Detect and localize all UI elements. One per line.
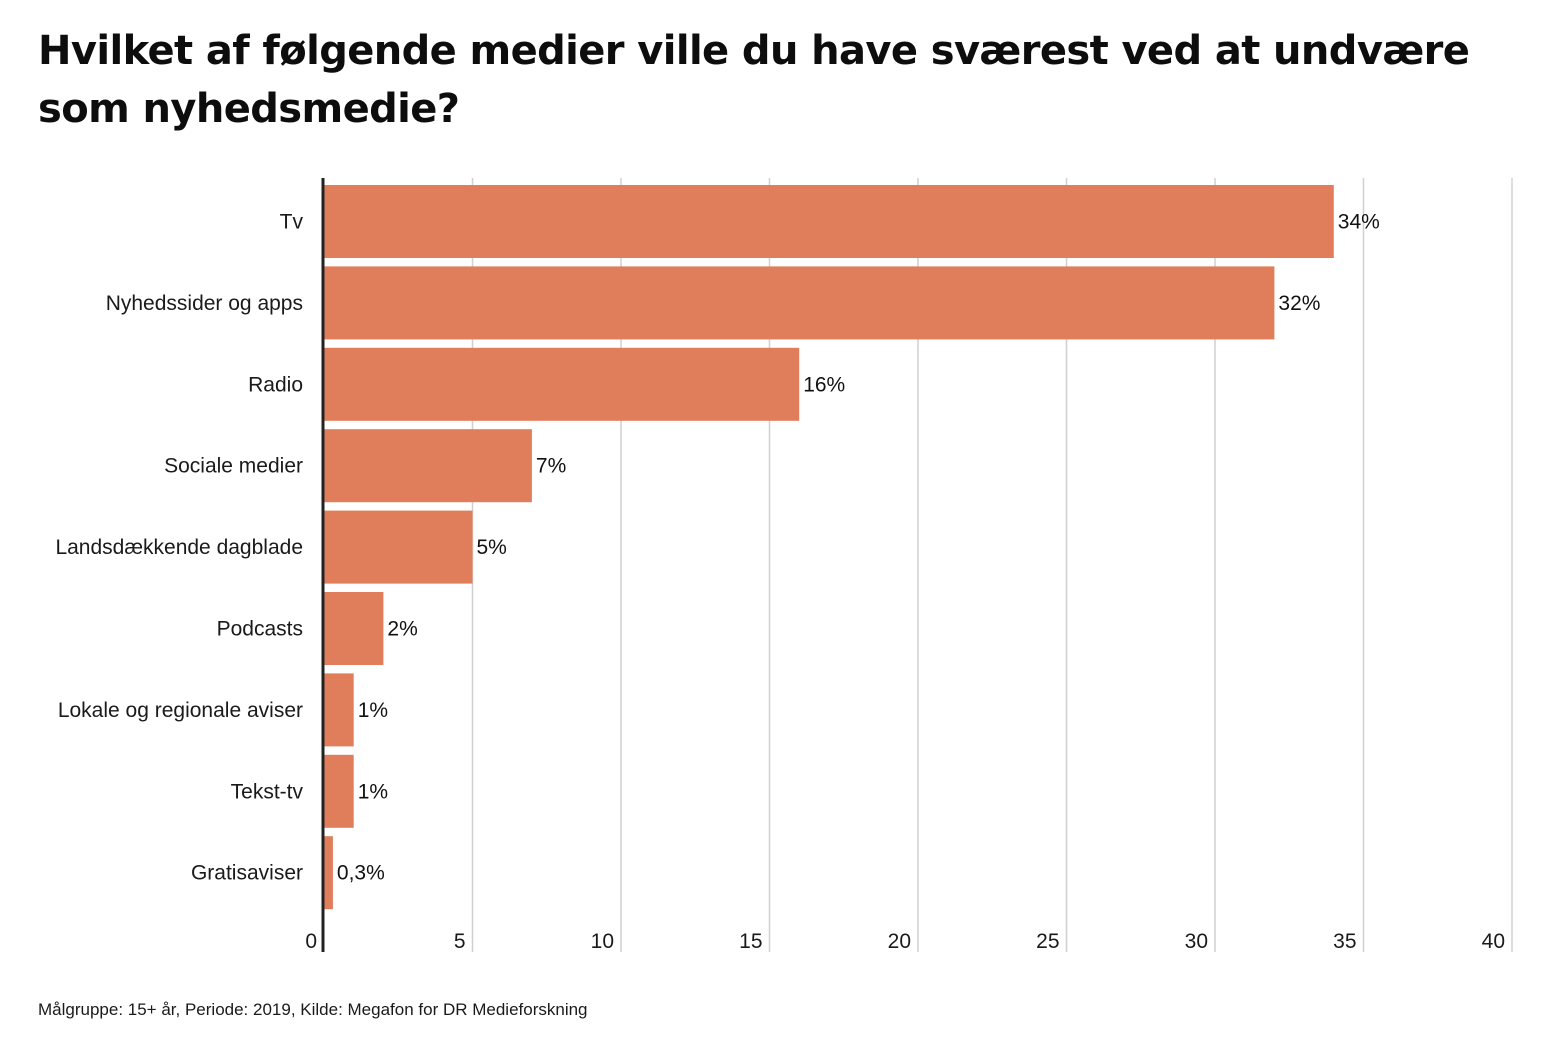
value-label: 7%	[536, 455, 566, 478]
bar	[324, 754, 354, 828]
bar	[324, 266, 1275, 340]
value-label: 1%	[358, 780, 388, 803]
x-tick-label: 5	[454, 930, 466, 953]
value-label: 32%	[1278, 292, 1320, 315]
category-label: Tekst-tv	[231, 780, 304, 803]
x-tick-label: 10	[591, 930, 614, 953]
x-tick-label: 25	[1036, 930, 1059, 953]
value-label: 34%	[1338, 211, 1380, 234]
value-label: 0,3%	[337, 862, 385, 885]
value-label: 16%	[803, 373, 845, 396]
x-tick-label: 0	[305, 930, 317, 953]
category-label: Nyhedssider og apps	[106, 292, 303, 315]
value-label: 1%	[358, 699, 388, 722]
chart-title: Hvilket af følgende medier ville du have…	[38, 28, 1470, 132]
category-labels: Tv Nyhedssider og apps Radio Sociale medier…	[55, 211, 303, 885]
value-label: 5%	[477, 536, 507, 559]
bar	[324, 347, 800, 421]
category-label: Landsdækkende dagblade	[55, 536, 303, 559]
x-axis-ticks: 0 5 10 15 20 25 30 35 40	[305, 930, 1505, 953]
x-tick-label: 30	[1185, 930, 1208, 953]
category-label: Lokale og regionale aviser	[58, 699, 303, 722]
bar	[324, 673, 354, 747]
bar	[324, 510, 473, 584]
x-tick-label: 35	[1333, 930, 1356, 953]
category-label: Tv	[280, 211, 304, 234]
category-label: Podcasts	[217, 618, 303, 641]
source-note: Målgruppe: 15+ år, Periode: 2019, Kilde:…	[38, 1000, 588, 1019]
x-tick-label: 40	[1482, 930, 1505, 953]
bars	[324, 185, 1334, 910]
value-label: 2%	[387, 618, 417, 641]
category-label: Gratisaviser	[191, 862, 303, 885]
x-tick-label: 15	[739, 930, 762, 953]
value-labels: 34% 32% 16% 7% 5% 2% 1% 1% 0,3%	[337, 211, 1380, 885]
category-label: Sociale medier	[164, 455, 303, 478]
x-tick-label: 20	[888, 930, 911, 953]
category-label: Radio	[248, 373, 303, 396]
bar	[324, 429, 532, 503]
bar	[324, 592, 384, 665]
bar	[324, 836, 333, 910]
bar	[324, 185, 1334, 258]
